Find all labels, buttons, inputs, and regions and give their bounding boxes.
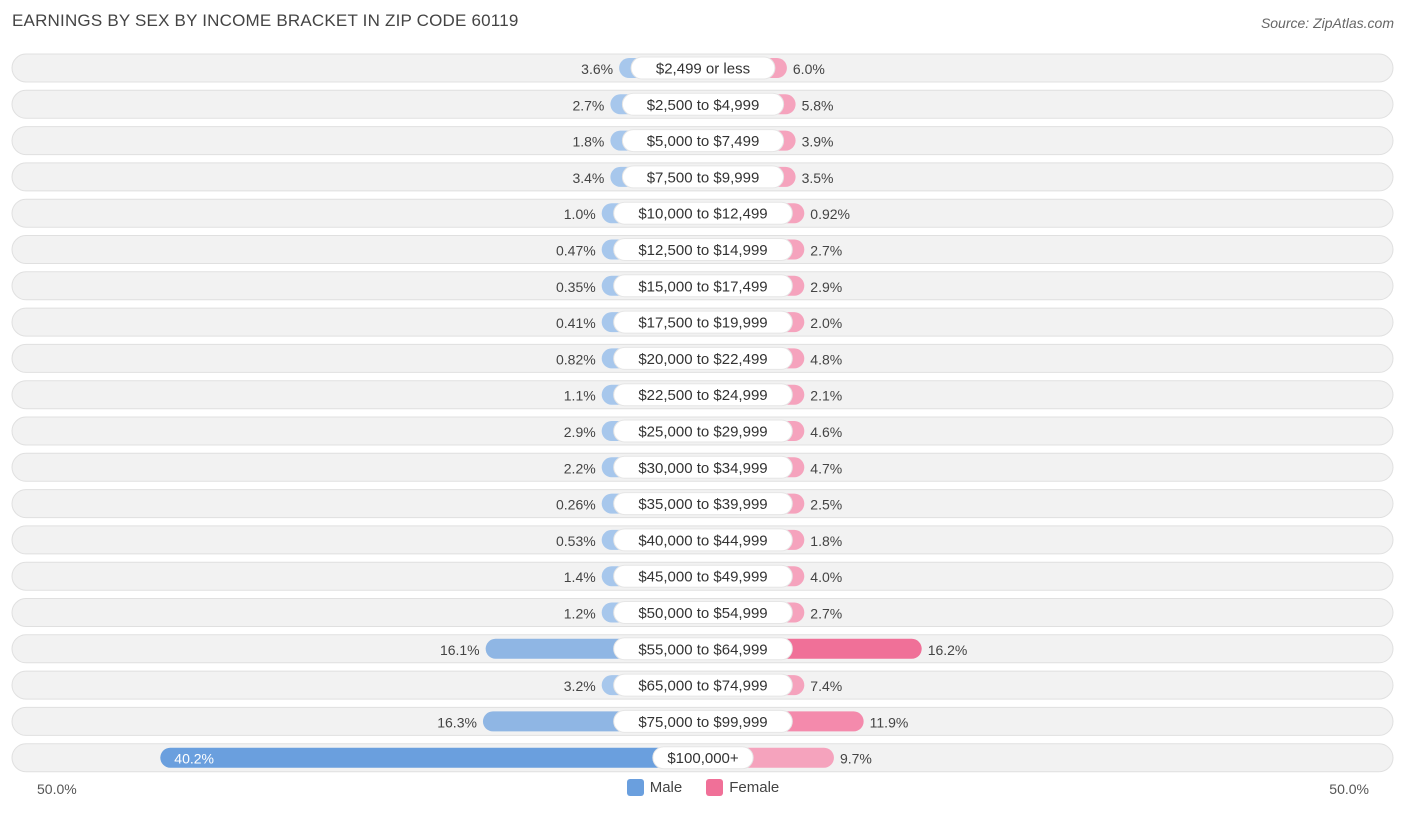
chart-title: EARNINGS BY SEX BY INCOME BRACKET IN ZIP…	[12, 11, 519, 30]
category-pill	[613, 455, 793, 479]
category-label: $15,000 to $17,499	[638, 278, 767, 295]
data-label-female: 16.2%	[928, 642, 968, 658]
category-pill	[613, 419, 793, 443]
category-label: $75,000 to $99,999	[638, 714, 767, 731]
category-label: $55,000 to $64,999	[638, 641, 767, 658]
legend-swatch-female	[706, 779, 724, 796]
category-label: $45,000 to $49,999	[638, 569, 767, 586]
category-pill	[613, 346, 793, 370]
data-label-female: 2.9%	[810, 279, 842, 295]
data-label-male: 2.2%	[564, 460, 596, 476]
data-label-female: 4.0%	[810, 569, 842, 585]
category-label: $40,000 to $44,999	[638, 532, 767, 549]
data-label-female: 2.7%	[810, 606, 842, 622]
data-label-male: 16.3%	[437, 714, 477, 730]
category-pill	[621, 165, 785, 189]
category-pill	[613, 601, 793, 624]
data-label-male: 0.82%	[556, 351, 596, 367]
category-pill	[613, 274, 793, 298]
data-label-female: 6.0%	[793, 61, 825, 77]
data-label-female: 2.0%	[810, 315, 842, 331]
category-label: $20,000 to $22,499	[638, 351, 767, 368]
legend: Male Female	[0, 779, 1406, 796]
category-pill	[621, 92, 785, 116]
data-label-female: 9.7%	[840, 751, 872, 767]
data-label-male: 1.4%	[564, 569, 596, 585]
data-label-female: 0.92%	[810, 206, 850, 222]
category-pill	[613, 709, 793, 733]
data-label-female: 3.9%	[802, 134, 834, 150]
category-pill	[613, 528, 793, 552]
category-pill	[613, 383, 793, 407]
data-label-male: 1.8%	[572, 134, 604, 150]
legend-label-female: Female	[729, 779, 780, 796]
data-label-female: 11.9%	[870, 714, 909, 730]
category-pill	[613, 564, 793, 588]
data-label-female: 2.1%	[810, 388, 842, 404]
category-label: $50,000 to $54,999	[638, 605, 767, 622]
data-label-female: 2.7%	[810, 243, 842, 259]
data-label-male: 1.0%	[564, 206, 596, 222]
axis-right-label: 50.0%	[1329, 781, 1369, 797]
legend-item-male[interactable]: Male	[626, 779, 683, 796]
data-label-male: 16.1%	[440, 642, 480, 658]
data-label-male: 2.7%	[572, 97, 604, 113]
category-pill	[613, 238, 793, 261]
source-label: Source: ZipAtlas.com	[1260, 15, 1394, 31]
data-label-male: 40.2%	[174, 751, 214, 767]
data-label-male: 3.4%	[572, 170, 604, 186]
data-label-male: 0.35%	[556, 279, 596, 295]
data-label-male: 0.47%	[556, 243, 596, 259]
category-label: $35,000 to $39,999	[638, 496, 767, 513]
data-label-male: 2.9%	[564, 424, 596, 440]
category-pill	[652, 746, 754, 770]
data-label-female: 7.4%	[810, 678, 842, 694]
category-label: $2,500 to $4,999	[647, 97, 760, 114]
category-label: $100,000+	[667, 750, 739, 767]
category-pill	[613, 673, 793, 697]
data-label-male: 0.53%	[556, 533, 596, 549]
category-pill	[613, 492, 793, 516]
category-label: $7,500 to $9,999	[647, 169, 760, 186]
category-pill	[613, 310, 793, 334]
data-label-male: 1.2%	[564, 606, 596, 622]
data-label-female: 4.6%	[810, 424, 842, 440]
data-label-male: 0.41%	[556, 315, 596, 331]
category-label: $65,000 to $74,999	[638, 678, 767, 695]
category-pill	[630, 56, 776, 80]
category-label: $10,000 to $12,499	[638, 206, 767, 223]
category-pill	[621, 129, 785, 153]
category-label: $25,000 to $29,999	[638, 424, 767, 441]
data-label-female: 1.8%	[810, 533, 842, 549]
legend-label-male: Male	[649, 779, 683, 796]
data-label-male: 3.2%	[564, 678, 596, 694]
data-label-female: 4.7%	[810, 460, 842, 476]
category-label: $22,500 to $24,999	[638, 387, 767, 404]
legend-item-female[interactable]: Female	[706, 779, 779, 796]
data-label-female: 3.5%	[802, 170, 834, 186]
axis-left-label: 50.0%	[37, 781, 77, 797]
bar-male	[160, 747, 704, 768]
data-label-female: 2.5%	[810, 497, 842, 513]
data-label-male: 0.26%	[556, 497, 596, 513]
category-label: $17,500 to $19,999	[638, 315, 767, 332]
category-pill	[613, 201, 793, 225]
category-label: $30,000 to $34,999	[638, 460, 767, 477]
category-pill	[613, 637, 793, 661]
category-label: $12,500 to $14,999	[638, 242, 767, 259]
category-label: $2,499 or less	[656, 61, 750, 78]
data-label-female: 4.8%	[810, 351, 842, 367]
legend-swatch-male	[626, 779, 644, 796]
data-label-male: 1.1%	[564, 388, 596, 404]
data-label-male: 3.6%	[581, 61, 613, 77]
category-label: $5,000 to $7,499	[647, 133, 760, 150]
data-label-female: 5.8%	[802, 97, 834, 113]
